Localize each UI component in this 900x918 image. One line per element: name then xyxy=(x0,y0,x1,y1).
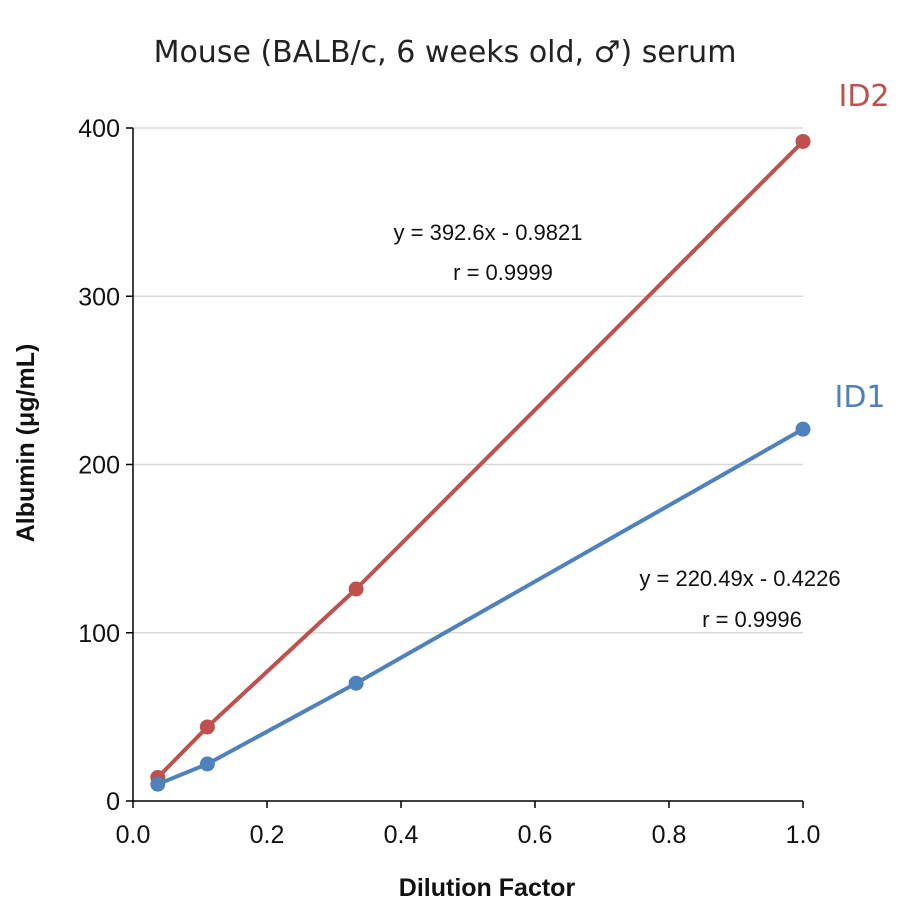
series-layer xyxy=(150,133,811,792)
x-tick-label-0.2: 0.2 xyxy=(250,821,285,849)
x-tick-label-0.0: 0.0 xyxy=(116,821,151,849)
y-axis-ticks: 0 100 200 300 400 xyxy=(78,115,133,816)
gridlines xyxy=(133,127,803,634)
y-tick-label-400: 400 xyxy=(78,115,120,143)
r-value-id1: r = 0.9996 xyxy=(702,607,802,632)
y-tick-label-100: 100 xyxy=(78,620,120,648)
x-tick-label-0.4: 0.4 xyxy=(384,821,419,849)
data-point-id2-1 xyxy=(199,719,215,735)
equation-id2: y = 392.6x - 0.9821 xyxy=(394,220,583,245)
data-point-id1-1 xyxy=(199,756,215,772)
x-tick-label-0.6: 0.6 xyxy=(518,821,553,849)
x-axis-ticks: 0.0 0.2 0.4 0.6 0.8 1.0 xyxy=(116,801,821,849)
y-tick-label-300: 300 xyxy=(78,283,120,311)
data-point-id1-3 xyxy=(795,421,811,437)
series-label-id2: ID2 xyxy=(838,79,889,114)
x-tick-label-0.8: 0.8 xyxy=(652,821,687,849)
data-point-id1-0 xyxy=(150,776,166,792)
equation-id1: y = 220.49x - 0.4226 xyxy=(639,566,840,591)
data-point-id2-2 xyxy=(348,581,364,597)
series-label-id1: ID1 xyxy=(834,380,885,415)
y-tick-label-200: 200 xyxy=(78,452,120,480)
x-tick-label-1.0: 1.0 xyxy=(786,821,821,849)
r-value-id2: r = 0.9999 xyxy=(453,260,553,285)
y-tick-label-0: 0 xyxy=(106,788,120,816)
chart-title: Mouse (BALB/c, 6 weeks old, ♂) serum xyxy=(154,35,737,70)
series-line-id2 xyxy=(156,140,805,779)
series-line-id1 xyxy=(157,427,804,787)
x-axis-label: Dilution Factor xyxy=(399,874,576,902)
data-point-id2-3 xyxy=(795,133,811,149)
y-axis-label: Albumin (μg/mL) xyxy=(12,344,40,543)
data-point-id1-2 xyxy=(348,675,364,691)
